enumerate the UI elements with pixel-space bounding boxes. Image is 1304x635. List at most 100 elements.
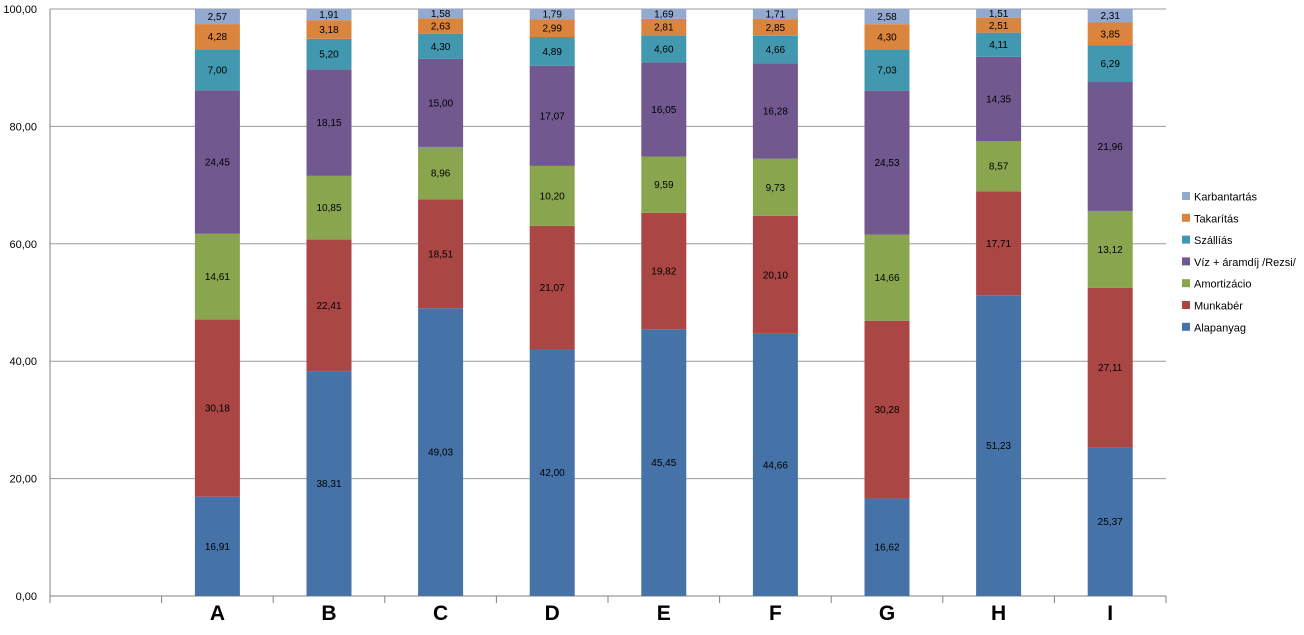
data-label-B-4: 5,20 (319, 50, 339, 61)
legend-swatch (1182, 301, 1190, 309)
legend-swatch (1182, 213, 1190, 222)
data-label-B-0: 38,31 (316, 479, 341, 490)
bar-segment-H-0 (976, 295, 1022, 596)
data-label-G-6: 2,58 (877, 12, 897, 23)
data-label-C-1: 18,51 (428, 249, 453, 260)
bar-segment-F-0 (752, 333, 798, 596)
legend-label: Karbantartás (1194, 192, 1257, 204)
legend-label: Szállíás (1194, 235, 1233, 247)
data-label-I-2: 13,12 (1098, 245, 1123, 256)
bar-segment-G-1 (864, 320, 910, 499)
data-label-E-2: 9,59 (654, 180, 674, 191)
bar-segment-H-5 (976, 17, 1022, 33)
data-label-D-0: 42,00 (540, 468, 565, 479)
bar-segment-E-1 (641, 212, 687, 330)
x-category-label: B (321, 602, 336, 625)
bar-segment-D-2 (529, 165, 575, 226)
bar-segment-H-3 (976, 56, 1022, 142)
y-tick-label: 60,00 (9, 239, 37, 251)
data-label-G-2: 14,66 (874, 273, 899, 284)
bar-segment-B-2 (306, 175, 352, 240)
bar-segment-D-4 (529, 36, 575, 66)
data-label-D-1: 21,07 (540, 283, 565, 294)
data-label-D-5: 2,99 (542, 24, 562, 35)
bar-segment-I-3 (1087, 82, 1133, 211)
data-label-A-1: 30,18 (205, 404, 230, 415)
data-label-D-6: 1,79 (542, 10, 562, 21)
data-label-I-5: 3,85 (1100, 29, 1120, 40)
bar-segment-E-4 (641, 35, 687, 63)
data-label-I-0: 25,37 (1098, 517, 1123, 528)
bar-segment-G-6 (864, 9, 910, 25)
data-label-B-5: 3,18 (319, 25, 339, 36)
data-label-F-2: 9,73 (766, 183, 786, 194)
bar-segment-F-3 (752, 63, 798, 159)
bar-segment-A-4 (194, 49, 240, 91)
bar-segment-I-6 (1087, 8, 1133, 23)
data-label-H-1: 17,71 (986, 239, 1011, 250)
bar-segment-E-0 (641, 329, 687, 596)
bar-segment-G-3 (864, 90, 910, 235)
bar-segment-A-5 (194, 24, 240, 50)
data-label-A-6: 2,57 (208, 12, 228, 23)
data-label-B-1: 22,41 (316, 301, 341, 312)
data-label-H-3: 14,35 (986, 94, 1011, 105)
data-label-I-1: 27,11 (1098, 363, 1123, 374)
legend-label: Víz + áramdíj /Rezsi/ (1194, 257, 1297, 269)
y-tick-label: 100,00 (3, 4, 37, 16)
x-category-label: D (545, 602, 560, 625)
bar-segment-E-3 (641, 62, 687, 157)
data-label-C-2: 8,96 (431, 169, 451, 180)
data-label-H-0: 51,23 (986, 441, 1011, 452)
data-label-G-1: 30,28 (874, 405, 899, 416)
bar-segment-C-1 (418, 199, 464, 309)
bar-segment-D-1 (529, 225, 575, 350)
x-category-label: E (657, 602, 671, 625)
bar-segment-I-1 (1087, 287, 1133, 448)
y-tick-label: 40,00 (9, 356, 37, 368)
data-label-E-4: 4,60 (654, 44, 674, 55)
data-label-D-3: 17,07 (540, 111, 565, 122)
bar-segment-B-0 (306, 371, 352, 596)
bar-segment-G-0 (864, 498, 910, 596)
bar-segment-C-6 (418, 8, 464, 19)
bar-segment-E-5 (641, 18, 687, 36)
data-label-H-6: 1,51 (989, 9, 1009, 20)
data-label-B-2: 10,85 (316, 203, 341, 214)
data-label-A-0: 16,91 (205, 542, 230, 553)
bar-segment-H-2 (976, 141, 1022, 192)
data-label-C-5: 2,63 (431, 21, 451, 32)
data-label-F-6: 1,71 (766, 10, 786, 21)
data-label-E-0: 45,45 (651, 458, 676, 469)
data-label-E-1: 19,82 (651, 267, 676, 278)
data-label-I-3: 21,96 (1098, 142, 1123, 153)
bar-segment-C-0 (418, 308, 464, 596)
bar-segment-A-6 (194, 9, 240, 25)
bar-segment-I-4 (1087, 45, 1133, 83)
data-label-F-5: 2,85 (766, 23, 786, 34)
bar-segment-C-5 (418, 18, 464, 34)
bar-segment-D-5 (529, 19, 575, 37)
bar-segment-I-0 (1087, 447, 1133, 596)
data-label-F-4: 4,66 (766, 45, 786, 56)
x-category-label: H (991, 602, 1006, 625)
data-label-A-5: 4,28 (208, 32, 228, 43)
bar-segment-F-5 (752, 19, 798, 36)
legend-swatch (1182, 322, 1190, 331)
bar-segment-H-1 (976, 191, 1022, 296)
data-label-I-6: 2,31 (1100, 11, 1120, 22)
x-category-label: G (879, 602, 895, 625)
data-label-E-6: 1,69 (654, 9, 674, 20)
bar-segment-B-6 (306, 8, 352, 21)
x-category-label: A (210, 602, 225, 625)
data-label-G-0: 16,62 (874, 543, 899, 554)
bar-segment-B-3 (306, 69, 352, 176)
data-label-F-3: 16,28 (763, 106, 788, 117)
bar-segment-D-6 (529, 8, 575, 20)
bar-segment-G-4 (864, 49, 910, 91)
x-category-label: C (433, 602, 448, 625)
bar-segment-F-6 (752, 9, 798, 20)
bar-segment-H-6 (976, 9, 1022, 18)
bar-segment-G-2 (864, 234, 910, 321)
